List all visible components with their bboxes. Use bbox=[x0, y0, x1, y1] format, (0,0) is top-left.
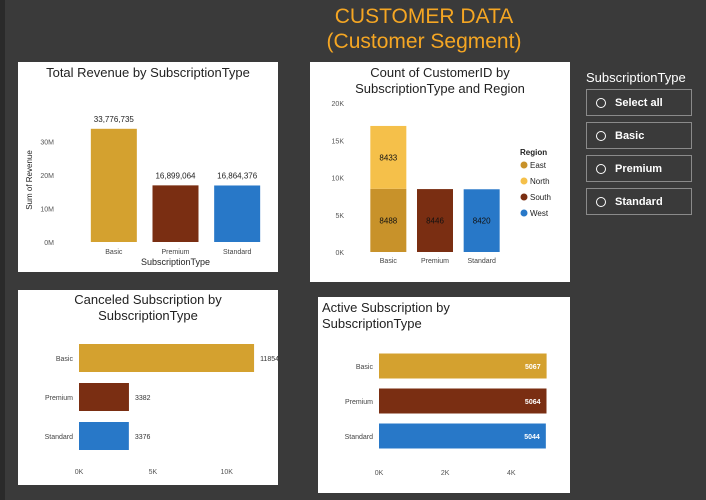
bar-segment bbox=[370, 188, 407, 252]
data-label: 8433 bbox=[379, 153, 397, 162]
y-tick-label: 30M bbox=[40, 139, 54, 146]
x-tick-label: 0K bbox=[375, 470, 384, 477]
data-label: 5067 bbox=[525, 364, 541, 371]
y-tick-label: 20K bbox=[332, 101, 345, 108]
radio-icon[interactable] bbox=[596, 97, 606, 108]
legend-marker bbox=[520, 161, 528, 169]
bar-segment bbox=[370, 125, 407, 189]
y-tick-label: 0M bbox=[44, 240, 54, 247]
x-axis-title: SubscriptionType bbox=[141, 257, 210, 267]
canceled-chart-card[interactable]: Canceled Subscription by SubscriptionTyp… bbox=[18, 290, 278, 485]
slicer-item-basic[interactable]: Basic bbox=[586, 122, 692, 149]
slicer-item-select-all[interactable]: Select all bbox=[586, 89, 692, 116]
y-tick-label: 10M bbox=[40, 206, 54, 213]
y-tick-label: Standard bbox=[345, 434, 374, 441]
legend-title: Region bbox=[520, 148, 547, 157]
slicer-item-standard[interactable]: Standard bbox=[586, 188, 692, 215]
bar bbox=[79, 344, 255, 372]
radio-icon[interactable] bbox=[596, 163, 606, 174]
bar bbox=[79, 422, 129, 450]
bar bbox=[214, 185, 261, 242]
slicer-item-label: Premium bbox=[615, 162, 663, 175]
y-tick-label: Premium bbox=[345, 399, 373, 406]
data-label: 5064 bbox=[525, 399, 541, 406]
x-tick-label: Basic bbox=[105, 249, 123, 256]
x-tick-label: 10K bbox=[220, 469, 233, 476]
bar-segment bbox=[463, 189, 500, 252]
active-chart-title: Active Subscription by SubscriptionType bbox=[322, 300, 450, 331]
y-tick-label: 5K bbox=[335, 213, 344, 220]
y-tick-label: Basic bbox=[356, 364, 374, 371]
y-tick-label: 15K bbox=[332, 138, 345, 145]
y-tick-label: Premium bbox=[45, 395, 73, 402]
x-tick-label: 4K bbox=[507, 470, 516, 477]
active-chart: Basic 5067 Premium 5064 Standard 5044 0K 2K 4K bbox=[345, 353, 547, 477]
y-tick-label: 10K bbox=[332, 176, 345, 183]
y-axis-title: Sum of Revenue bbox=[25, 150, 34, 210]
legend-label: East bbox=[530, 161, 547, 170]
x-tick-label: Standard bbox=[467, 258, 496, 265]
y-tick-label: Basic bbox=[56, 356, 74, 363]
revenue-chart-card[interactable]: Total Revenue by SubscriptionType 0M 10M 2… bbox=[18, 62, 278, 272]
left-edge-bar bbox=[0, 0, 5, 500]
bar bbox=[79, 383, 129, 411]
x-tick-label: Premium bbox=[421, 258, 449, 265]
legend-marker bbox=[520, 193, 528, 201]
x-tick-label: 0K bbox=[75, 469, 84, 476]
data-label: 5044 bbox=[524, 434, 540, 441]
canceled-chart: Basic 11854 Premium 3382 Standard 3376 0K 5K 10K bbox=[45, 344, 278, 476]
canceled-chart-title: Canceled Subscription by SubscriptionTyp… bbox=[74, 292, 222, 323]
revenue-chart: 0M 10M 20M 30M 33,776,735 Basic 16,899,064 Prem… bbox=[25, 115, 261, 267]
page-title: CUSTOMER DATA (Customer Segment) bbox=[290, 4, 558, 54]
radio-icon[interactable] bbox=[596, 130, 606, 141]
x-tick-label: Premium bbox=[161, 249, 189, 256]
slicer-item-label: Basic bbox=[615, 129, 645, 142]
data-label: 8446 bbox=[426, 217, 444, 226]
slicer-item-label: Standard bbox=[615, 195, 663, 208]
y-tick-label: Standard bbox=[45, 434, 74, 441]
customer-count-chart: 0K 5K 10K 15K 20K 8488 8433 Basic 8446 Premium 842… bbox=[332, 101, 551, 265]
legend-label: North bbox=[530, 177, 550, 186]
legend-label: South bbox=[530, 193, 551, 202]
data-label: 33,776,735 bbox=[94, 115, 135, 124]
data-label: 3376 bbox=[135, 434, 151, 441]
customer-count-chart-card[interactable]: Count of CustomerID by SubscriptionType … bbox=[310, 62, 570, 282]
y-tick-label: 20M bbox=[40, 173, 54, 180]
bar bbox=[379, 423, 546, 449]
bar-segment bbox=[417, 189, 453, 252]
data-label: 16,864,376 bbox=[217, 171, 258, 180]
data-label: 11854 bbox=[260, 356, 278, 363]
slicer-title: SubscriptionType bbox=[586, 70, 686, 85]
x-tick-label: Standard bbox=[223, 249, 252, 256]
active-chart-card[interactable]: Active Subscription by SubscriptionType … bbox=[318, 297, 570, 493]
bar bbox=[152, 185, 199, 242]
page-title-line2: (Customer Segment) bbox=[326, 30, 522, 53]
data-label: 8420 bbox=[473, 217, 491, 226]
legend-marker bbox=[520, 177, 528, 185]
x-tick-label: 5K bbox=[149, 469, 158, 476]
legend-label: West bbox=[530, 209, 549, 218]
data-label: 16,899,064 bbox=[155, 171, 196, 180]
revenue-chart-title: Total Revenue by SubscriptionType bbox=[46, 65, 250, 80]
bar bbox=[90, 128, 137, 242]
page-title-line1: CUSTOMER DATA bbox=[334, 5, 514, 28]
customer-count-chart-title: Count of CustomerID by SubscriptionType … bbox=[355, 65, 525, 96]
x-tick-label: 2K bbox=[441, 470, 450, 477]
bar bbox=[379, 353, 547, 379]
y-tick-label: 0K bbox=[335, 250, 344, 257]
data-label: 8488 bbox=[379, 216, 397, 225]
slicer-item-label: Select all bbox=[615, 96, 663, 109]
bar bbox=[379, 388, 547, 414]
data-label: 3382 bbox=[135, 395, 151, 402]
legend-marker bbox=[520, 209, 528, 217]
radio-icon[interactable] bbox=[596, 196, 606, 207]
slicer-item-premium[interactable]: Premium bbox=[586, 155, 692, 182]
x-tick-label: Basic bbox=[380, 258, 398, 265]
